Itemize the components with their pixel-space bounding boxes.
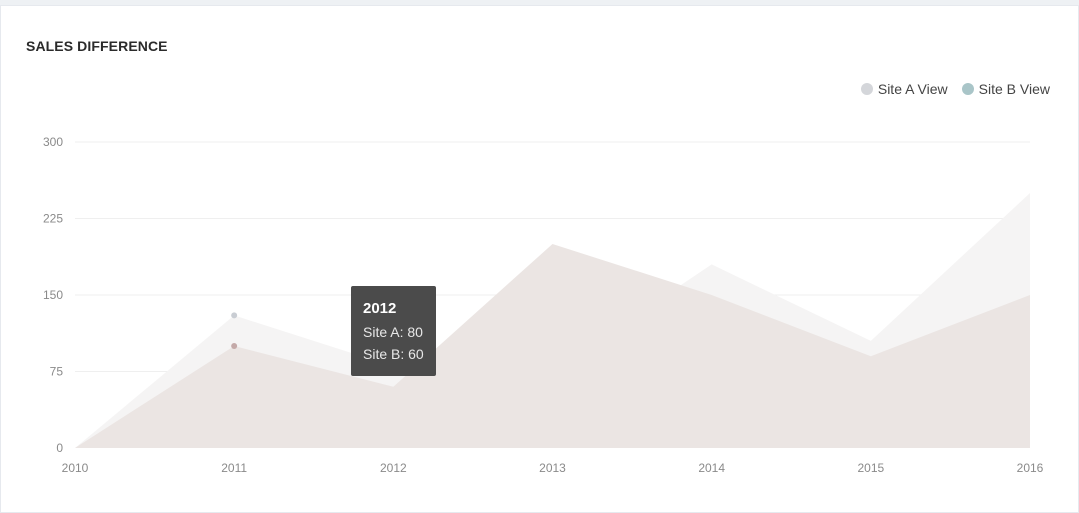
chart-legend: Site A View Site B View	[860, 81, 1050, 97]
point-site-b-2011	[231, 343, 238, 349]
legend-item-site-a[interactable]: Site A View	[860, 81, 948, 97]
x-tick-label: 2014	[698, 461, 725, 475]
x-tick-label: 2013	[539, 461, 566, 475]
point-site-a-2011	[231, 312, 238, 319]
legend-swatch-site-b	[961, 83, 974, 95]
card-title: SALES DIFFERENCE	[26, 38, 168, 54]
y-tick-label: 225	[43, 212, 63, 226]
x-tick-label: 2011	[221, 461, 247, 475]
x-tick-label: 2012	[380, 461, 407, 475]
tooltip-site-b-value: Site B: 60	[363, 346, 424, 362]
tooltip-title: 2012	[363, 300, 397, 317]
chart-tooltip: 2012 Site A: 80 Site B: 60	[351, 286, 436, 376]
legend-label-site-a: Site A View	[877, 81, 948, 97]
y-tick-label: 0	[56, 441, 63, 455]
y-tick-label: 75	[50, 365, 64, 379]
legend-swatch-site-a	[860, 83, 873, 95]
tooltip-site-a-value: Site A: 80	[363, 324, 423, 340]
y-tick-label: 300	[43, 135, 63, 149]
legend-item-site-b[interactable]: Site B View	[961, 81, 1050, 97]
x-tick-label: 2016	[1017, 461, 1044, 475]
x-tick-label: 2015	[857, 461, 884, 475]
legend-label-site-b: Site B View	[978, 81, 1050, 97]
y-tick-label: 150	[43, 288, 63, 302]
area-series-site-b	[75, 244, 1030, 448]
x-tick-label: 2010	[62, 461, 89, 475]
